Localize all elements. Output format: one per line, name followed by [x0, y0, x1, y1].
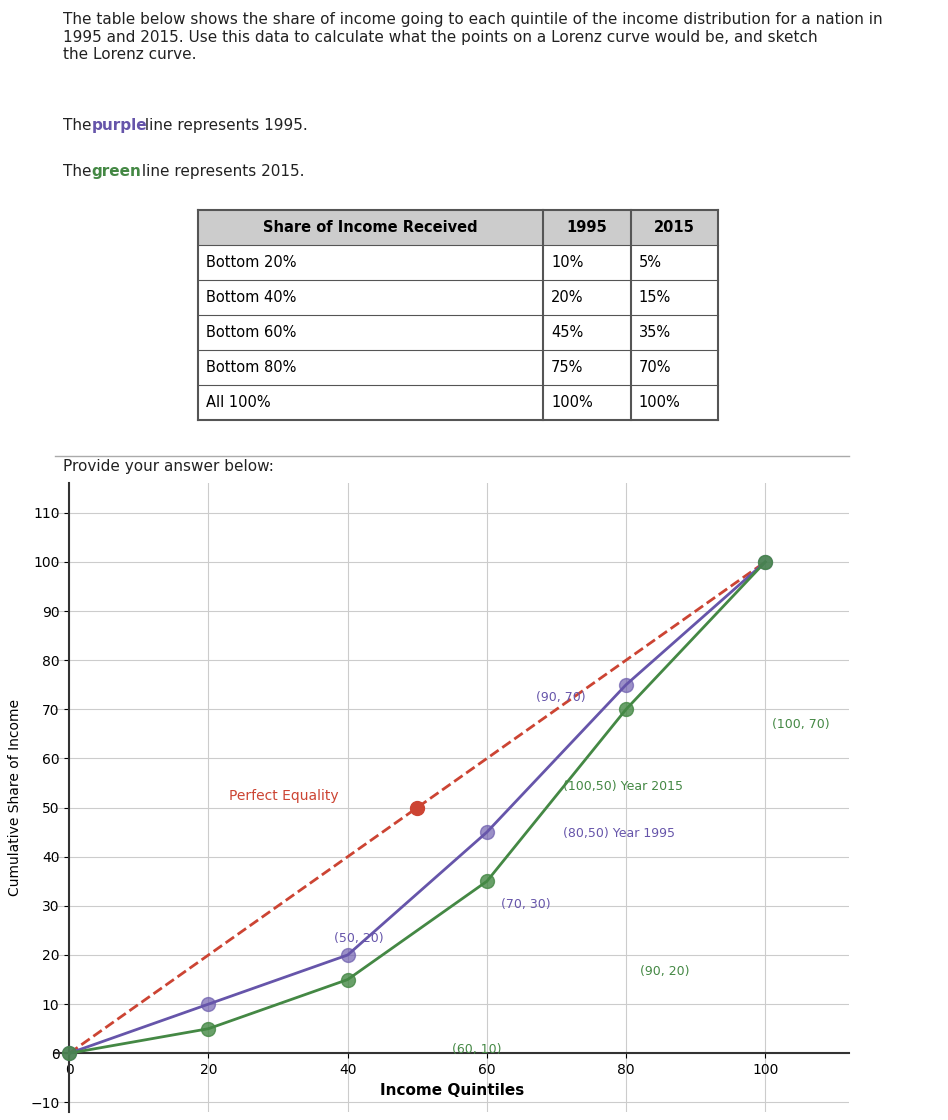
Text: 10%: 10% — [551, 255, 584, 270]
Text: (60, 10): (60, 10) — [452, 1044, 501, 1056]
Text: line represents 2015.: line represents 2015. — [137, 165, 304, 179]
Text: green: green — [92, 165, 142, 179]
Y-axis label: Cumulative Share of Income: Cumulative Share of Income — [8, 699, 22, 896]
Text: Bottom 40%: Bottom 40% — [206, 290, 297, 305]
Text: (100, 70): (100, 70) — [773, 718, 830, 730]
Text: 70%: 70% — [639, 360, 671, 375]
Text: purple: purple — [92, 118, 148, 133]
Text: Bottom 60%: Bottom 60% — [206, 325, 297, 340]
Text: The: The — [64, 165, 97, 179]
Text: (70, 30): (70, 30) — [501, 898, 551, 911]
Text: (90, 20): (90, 20) — [640, 964, 689, 978]
X-axis label: Income Quintiles: Income Quintiles — [380, 1083, 524, 1098]
Text: All 100%: All 100% — [206, 395, 271, 410]
Text: Bottom 80%: Bottom 80% — [206, 360, 297, 375]
Text: Share of Income Received: Share of Income Received — [264, 220, 478, 235]
Text: 5%: 5% — [639, 255, 662, 270]
Text: (90, 70): (90, 70) — [536, 691, 585, 704]
Text: 20%: 20% — [551, 290, 584, 305]
Text: 100%: 100% — [551, 395, 593, 410]
Text: Provide your answer below:: Provide your answer below: — [64, 458, 274, 474]
Text: Bottom 20%: Bottom 20% — [206, 255, 297, 270]
Bar — [198, 211, 718, 245]
Text: The: The — [64, 118, 97, 133]
Text: 75%: 75% — [551, 360, 584, 375]
Text: 15%: 15% — [639, 290, 671, 305]
Text: 1995: 1995 — [567, 220, 608, 235]
Text: 2015: 2015 — [654, 220, 695, 235]
Text: 35%: 35% — [639, 325, 670, 340]
Bar — [198, 245, 718, 420]
Text: Perfect Equality: Perfect Equality — [229, 788, 339, 803]
Text: 45%: 45% — [551, 325, 584, 340]
Text: (50, 20): (50, 20) — [334, 932, 383, 945]
Text: The table below shows the share of income going to each quintile of the income d: The table below shows the share of incom… — [64, 12, 883, 63]
Text: (80,50) Year 1995: (80,50) Year 1995 — [563, 828, 675, 840]
Text: (100,50) Year 2015: (100,50) Year 2015 — [563, 780, 684, 793]
Text: 100%: 100% — [639, 395, 681, 410]
Text: line represents 1995.: line represents 1995. — [140, 118, 308, 133]
